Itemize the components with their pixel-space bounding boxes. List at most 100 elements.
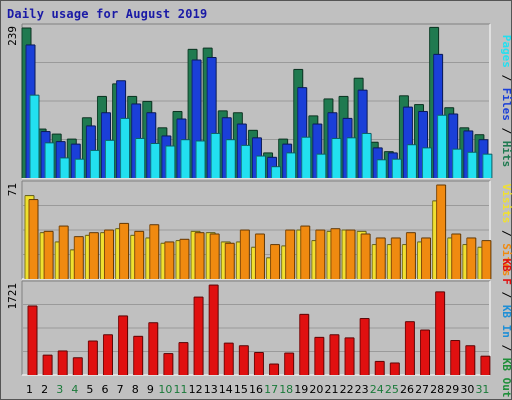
bar-sites [210,233,220,279]
bar-sites [421,237,431,279]
legend-part: Files [500,88,512,121]
x-tick-label: 28 [430,383,444,396]
x-tick-label: 1 [26,383,33,396]
x-tick-label: 23 [355,383,369,396]
bar-pages [196,140,206,178]
x-tick-label: 17 [264,383,278,396]
bar-pages [392,159,402,178]
x-tick-label: 8 [132,383,139,396]
x-tick-label: 15 [234,383,248,396]
bar-kb-f [375,361,385,375]
x-tick-label: 24 [370,383,384,396]
bar-pages [286,152,296,178]
bar-sites [376,237,386,279]
bar-kb-f [435,291,445,375]
x-tick-label: 9 [147,383,154,396]
bar-kb-f [284,353,294,375]
legend-part: Hits [500,141,512,168]
bar-sites [119,223,129,279]
bar-pages [467,152,477,178]
bar-pages [422,147,432,178]
bar-kb-f [224,343,234,375]
bar-sites [89,232,99,279]
bar-pages [316,154,326,178]
bar-kb-f [209,285,219,375]
bar-files [312,124,322,178]
x-tick-label: 4 [71,383,78,396]
bar-pages [211,133,221,178]
bar-sites [451,233,461,279]
bar-pages [60,157,70,178]
bar-pages [165,145,175,178]
bar-pages [256,156,266,178]
bar-sites [300,226,310,279]
legend-part: / [500,223,512,243]
bar-kb-f [405,321,415,375]
bar-kb-f [480,356,490,375]
x-tick-label: 16 [249,383,263,396]
x-tick-label: 10 [158,383,172,396]
bar-sites [149,224,159,279]
bar-pages [301,137,311,178]
bar-sites [330,228,340,279]
bar-files [418,111,428,178]
chart-title: Daily usage for August 2019 [7,7,208,21]
x-tick-label: 6 [102,383,109,396]
legend-part: KB Out [500,358,512,398]
bar-sites [346,230,356,279]
bar-pages [407,144,417,178]
x-tick-label: 18 [279,383,293,396]
bar-kb-f [163,353,173,375]
x-tick-label: 11 [174,383,188,396]
bar-sites [29,199,38,279]
legend-part: / [500,338,512,358]
bar-kb-f [133,336,143,375]
bar-sites [104,230,114,279]
legend-part: Sites [500,243,512,276]
x-tick-label: 5 [86,383,93,396]
bar-kb-f [465,345,475,375]
y-max-label: 71 [6,183,19,196]
bar-pages [347,137,357,178]
x-tick-label: 14 [219,383,233,396]
bar-pages [150,143,160,178]
bar-pages [226,139,236,178]
legend-part: Pages [500,35,512,68]
bar-kb-f [118,315,128,375]
bar-sites [179,239,189,279]
x-tick-label: 19 [294,383,308,396]
y-max-label: 239 [6,26,19,46]
bar-kb-f [420,330,430,375]
bar-kb-f [239,345,249,375]
x-tick-label: 3 [56,383,63,396]
bar-pages [362,133,372,178]
x-tick-label: 30 [460,383,474,396]
bar-pages [377,159,387,178]
bar-sites [436,185,446,279]
bar-pages [45,142,55,178]
legend-part: / [500,68,512,88]
bar-kb-f [103,334,113,375]
x-tick-label: 27 [415,383,429,396]
legend-part: Visits [500,184,512,224]
bar-sites [255,233,265,279]
bar-files [297,87,307,178]
bar-sites [74,236,84,279]
x-tick-label: 26 [400,383,414,396]
bar-kb-f [43,355,53,375]
bar-pages [135,138,145,178]
series-legend-label: Visits / Sites [500,184,512,277]
bar-pages [482,154,492,178]
bar-sites [285,230,295,279]
bar-files [207,57,217,178]
bar-kb-f [345,337,355,375]
bar-pages [30,95,39,178]
bar-kb-f [299,314,309,375]
bar-pages [271,166,281,178]
legend-part: KB In [500,305,512,338]
bar-sites [240,230,250,279]
bar-sites [391,237,401,279]
bar-kb-f [58,350,68,375]
x-tick-label: 25 [385,383,399,396]
